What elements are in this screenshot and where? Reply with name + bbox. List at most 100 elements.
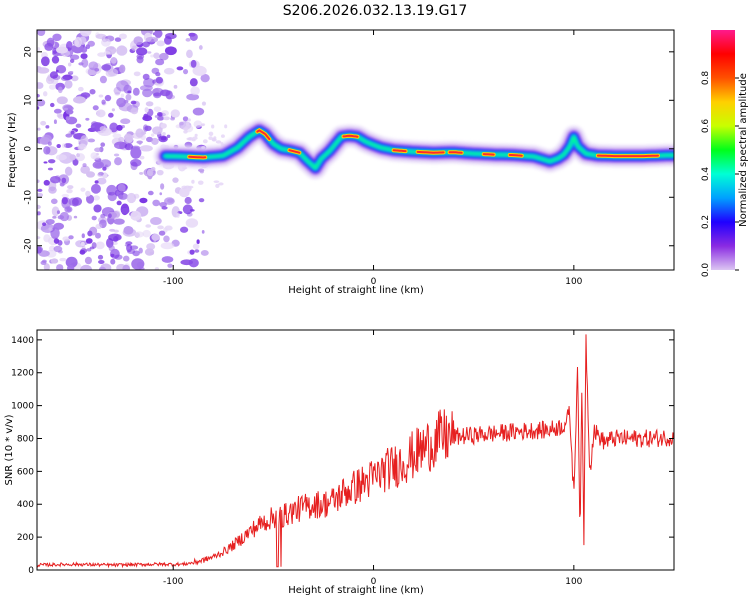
noise-speckle bbox=[194, 133, 198, 137]
noise-speckle bbox=[56, 144, 61, 149]
noise-speckle bbox=[37, 204, 41, 210]
noise-speckle bbox=[122, 255, 130, 262]
spectrogram-x-ticks: -100 0 100 bbox=[163, 30, 583, 287]
noise-speckle bbox=[56, 96, 68, 105]
colorbar-gradient bbox=[711, 30, 735, 270]
noise-speckle bbox=[80, 165, 90, 174]
noise-speckle bbox=[97, 172, 104, 177]
noise-speckle bbox=[150, 217, 162, 226]
noise-speckle bbox=[152, 199, 161, 207]
spectrogram-y-ticks: -20 -10 0 10 20 bbox=[24, 46, 674, 253]
noise-speckle bbox=[43, 179, 50, 186]
noise-speckle bbox=[113, 153, 120, 157]
noise-speckle bbox=[48, 227, 53, 231]
colorbar-ticks: 0.0 0.2 0.4 0.6 0.8 bbox=[701, 71, 739, 277]
noise-speckle bbox=[121, 207, 130, 214]
noise-speckle bbox=[59, 182, 65, 187]
noise-speckle bbox=[50, 198, 58, 205]
noise-speckle bbox=[198, 45, 203, 50]
noise-speckle bbox=[162, 132, 166, 136]
noise-speckle bbox=[126, 192, 137, 204]
noise-speckle bbox=[69, 58, 75, 64]
noise-speckle bbox=[43, 146, 51, 155]
noise-speckle bbox=[52, 47, 58, 55]
noise-speckle bbox=[37, 30, 46, 37]
noise-speckle bbox=[49, 71, 59, 79]
noise-speckle bbox=[147, 190, 154, 196]
noise-speckle bbox=[173, 84, 178, 89]
noise-speckle bbox=[144, 248, 155, 256]
noise-speckle bbox=[60, 76, 70, 82]
colorbar: 0.0 0.2 0.4 0.6 0.8 Normalized spectral ampl… bbox=[701, 30, 749, 277]
noise-speckle bbox=[68, 235, 74, 240]
snr-panel: -100 0 100 0 200 400 600 800 1000 1200 1400 Heigh… bbox=[4, 329, 675, 596]
noise-speckle bbox=[116, 45, 128, 56]
noise-speckle bbox=[187, 118, 191, 122]
noise-speckle bbox=[120, 93, 125, 98]
noise-speckle bbox=[55, 154, 67, 161]
noise-speckle bbox=[79, 249, 86, 255]
noise-speckle bbox=[66, 40, 73, 51]
noise-speckle bbox=[99, 75, 107, 84]
noise-speckle bbox=[159, 52, 169, 61]
noise-speckle bbox=[170, 117, 175, 121]
noise-speckle bbox=[80, 241, 85, 247]
noise-speckle bbox=[65, 109, 74, 115]
noise-speckle bbox=[92, 105, 99, 111]
noise-speckle bbox=[167, 263, 173, 268]
noise-speckle bbox=[154, 30, 160, 33]
noise-speckle bbox=[201, 229, 205, 234]
noise-speckle bbox=[63, 107, 69, 111]
noise-speckle bbox=[59, 257, 67, 262]
noise-speckle bbox=[65, 256, 78, 268]
noise-speckle bbox=[160, 242, 175, 250]
ridge-peak-segment bbox=[342, 134, 359, 138]
noise-speckle bbox=[135, 128, 144, 138]
noise-speckle bbox=[189, 78, 198, 87]
noise-speckle bbox=[67, 185, 74, 190]
noise-speckle bbox=[139, 145, 153, 152]
noise-speckle bbox=[65, 116, 70, 121]
noise-speckle bbox=[94, 67, 100, 72]
noise-speckle bbox=[163, 67, 175, 75]
noise-speckle bbox=[163, 235, 170, 243]
noise-speckle bbox=[80, 264, 93, 270]
noise-speckle bbox=[96, 109, 106, 118]
noise-speckle bbox=[102, 166, 107, 171]
noise-speckle bbox=[150, 133, 155, 137]
spectrogram-x-tick-label: 100 bbox=[565, 277, 582, 287]
noise-speckle bbox=[116, 97, 126, 108]
noise-speckle bbox=[53, 108, 62, 114]
noise-speckle bbox=[43, 263, 50, 270]
noise-speckle bbox=[183, 129, 188, 134]
noise-speckle bbox=[64, 166, 73, 176]
noise-speckle bbox=[179, 226, 189, 233]
noise-speckle bbox=[183, 68, 189, 75]
noise-speckle bbox=[114, 37, 122, 42]
noise-speckle bbox=[140, 131, 147, 135]
noise-speckle bbox=[131, 145, 141, 150]
noise-speckle bbox=[104, 164, 108, 168]
noise-speckle bbox=[62, 236, 69, 241]
noise-speckle bbox=[142, 229, 151, 238]
noise-speckle bbox=[153, 239, 157, 243]
noise-speckle bbox=[37, 188, 43, 192]
noise-speckle bbox=[100, 142, 106, 147]
noise-speckle bbox=[79, 30, 92, 37]
noise-speckle bbox=[95, 241, 105, 250]
noise-speckle bbox=[50, 226, 60, 239]
noise-speckle bbox=[155, 58, 165, 66]
noise-speckle bbox=[122, 228, 137, 237]
noise-speckle bbox=[95, 223, 103, 230]
noise-speckle bbox=[108, 112, 114, 118]
noise-speckle bbox=[156, 40, 165, 47]
noise-speckle bbox=[153, 106, 162, 112]
noise-speckle bbox=[67, 264, 75, 270]
noise-speckle bbox=[145, 224, 152, 228]
noise-speckle bbox=[91, 215, 97, 221]
noise-speckle bbox=[139, 171, 144, 175]
noise-speckle bbox=[182, 204, 193, 215]
noise-speckle bbox=[133, 36, 144, 45]
noise-speckle bbox=[180, 259, 193, 266]
noise-speckle bbox=[37, 82, 44, 89]
